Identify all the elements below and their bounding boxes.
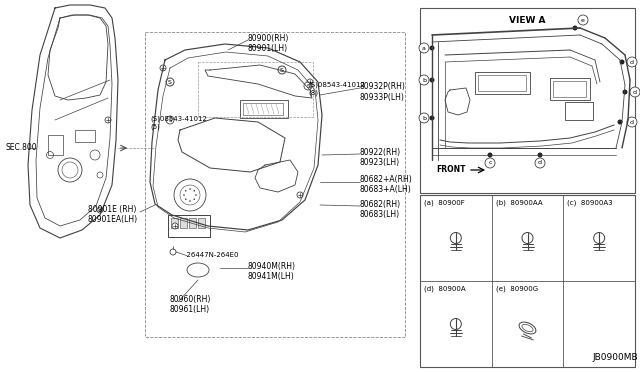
Circle shape (429, 77, 435, 83)
Text: 80932P(RH): 80932P(RH) (360, 82, 406, 91)
Text: JB0900MB: JB0900MB (592, 353, 637, 362)
Text: 80901(LH): 80901(LH) (248, 44, 288, 53)
Text: 80933P(LH): 80933P(LH) (360, 93, 405, 102)
Text: (a)  80900F: (a) 80900F (424, 199, 465, 205)
Bar (420, 195, 635, 367)
Circle shape (185, 198, 186, 200)
Circle shape (419, 113, 429, 123)
Bar (189, 218, 196, 228)
Text: 80682(RH): 80682(RH) (360, 200, 401, 209)
Circle shape (623, 90, 627, 94)
Circle shape (429, 115, 435, 121)
Circle shape (304, 82, 312, 90)
Circle shape (419, 75, 429, 85)
Text: c: c (488, 160, 492, 166)
Text: 80922(RH): 80922(RH) (360, 148, 401, 157)
Bar (243, 103, 283, 115)
Bar (75, 130, 95, 142)
Text: S: S (168, 118, 172, 122)
Bar (180, 218, 187, 228)
Circle shape (170, 249, 176, 255)
Bar (48, 135, 63, 155)
Circle shape (97, 207, 103, 213)
Text: (e)  80900G: (e) 80900G (495, 285, 538, 292)
Circle shape (172, 223, 178, 229)
Text: S: S (280, 67, 284, 73)
Circle shape (535, 158, 545, 168)
Text: -26447N-264E0: -26447N-264E0 (185, 252, 239, 258)
Circle shape (195, 194, 197, 196)
Text: b: b (422, 77, 426, 83)
Text: S: S (168, 80, 172, 84)
Text: 80940M(RH): 80940M(RH) (248, 262, 296, 271)
Text: 80923(LH): 80923(LH) (360, 158, 400, 167)
Circle shape (160, 65, 166, 71)
Circle shape (307, 79, 313, 85)
Circle shape (578, 15, 588, 25)
Bar (553, 81, 586, 97)
Text: d: d (538, 160, 542, 166)
Bar (420, 8, 635, 193)
Bar (198, 62, 313, 117)
Bar (145, 32, 405, 337)
Circle shape (297, 192, 303, 198)
Text: 80941M(LH): 80941M(LH) (248, 272, 295, 281)
Text: b: b (422, 115, 426, 121)
Text: (d)  80900A: (d) 80900A (424, 285, 466, 292)
Text: SEC.800: SEC.800 (5, 144, 36, 153)
Text: 80901EA(LH): 80901EA(LH) (88, 215, 138, 224)
Text: (S)08543-41012
(8): (S)08543-41012 (8) (308, 82, 365, 96)
Text: S: S (307, 83, 310, 89)
Bar (478, 75, 526, 91)
Text: 80682+A(RH): 80682+A(RH) (360, 175, 413, 184)
Text: 80900(RH): 80900(RH) (248, 34, 289, 43)
Bar (168, 215, 210, 237)
Circle shape (618, 119, 623, 125)
Circle shape (627, 57, 637, 67)
Circle shape (630, 87, 640, 97)
Text: FRONT: FRONT (436, 166, 466, 174)
Circle shape (166, 116, 174, 124)
Circle shape (193, 198, 195, 200)
Text: VIEW A: VIEW A (509, 16, 546, 25)
Circle shape (488, 153, 493, 157)
Circle shape (185, 190, 186, 192)
Text: a: a (422, 45, 426, 51)
Text: d: d (633, 90, 637, 94)
Circle shape (429, 45, 435, 51)
Circle shape (485, 158, 495, 168)
Circle shape (627, 117, 637, 127)
Bar (565, 102, 593, 120)
Circle shape (573, 26, 577, 31)
Text: (b)  80900AA: (b) 80900AA (495, 199, 542, 205)
Circle shape (189, 188, 191, 190)
Text: d: d (630, 119, 634, 125)
Text: 80961(LH): 80961(LH) (170, 305, 210, 314)
Circle shape (193, 190, 195, 192)
Text: 80683+A(LH): 80683+A(LH) (360, 185, 412, 194)
Circle shape (166, 78, 174, 86)
Text: 80901E (RH): 80901E (RH) (88, 205, 136, 214)
Bar (240, 100, 288, 118)
Bar (198, 218, 205, 228)
Circle shape (419, 43, 429, 53)
Circle shape (620, 60, 625, 64)
Bar (171, 218, 178, 228)
Text: (c)  80900A3: (c) 80900A3 (567, 199, 613, 205)
Text: 80960(RH): 80960(RH) (170, 295, 211, 304)
Circle shape (183, 194, 185, 196)
Circle shape (105, 117, 111, 123)
Circle shape (189, 200, 191, 202)
Circle shape (538, 153, 543, 157)
Text: 80683(LH): 80683(LH) (360, 210, 400, 219)
Circle shape (278, 66, 286, 74)
Bar (550, 78, 590, 100)
Text: e: e (581, 17, 585, 22)
Text: (S)08543-41012
(5): (S)08543-41012 (5) (150, 116, 207, 130)
Bar (475, 72, 530, 94)
Text: d: d (630, 60, 634, 64)
